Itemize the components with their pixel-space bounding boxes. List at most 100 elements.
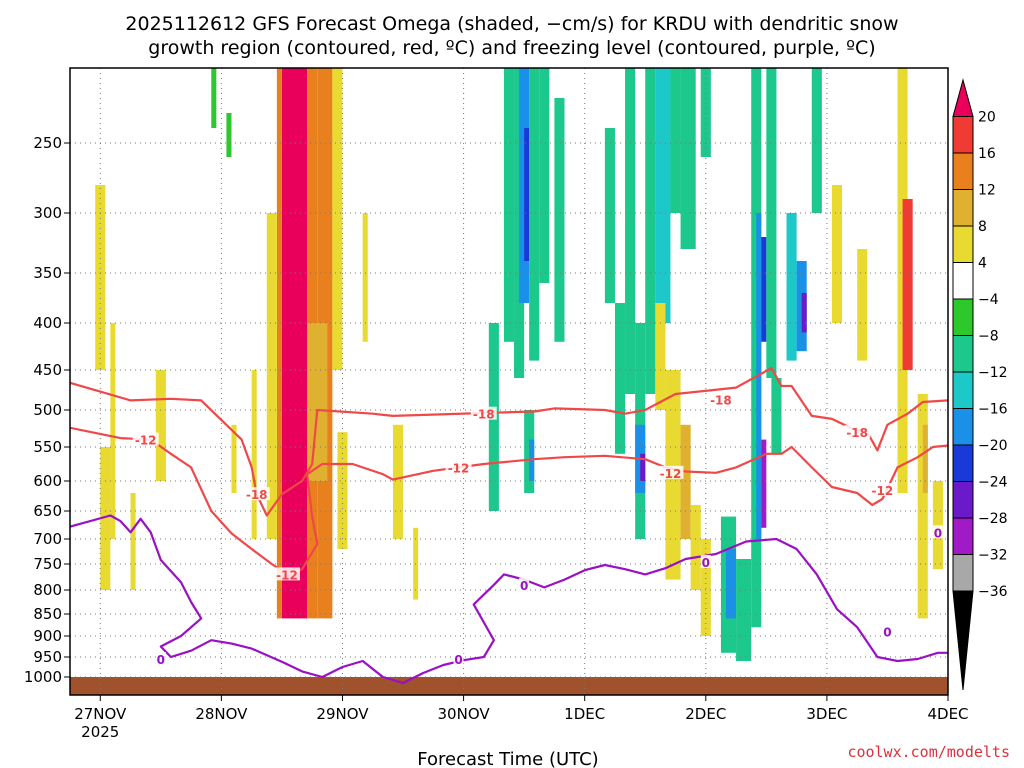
contour-label-bg <box>657 465 684 479</box>
colorbar: 20 16 12 8 4 −4 −8 −12 −16 −20 −24 −28 −32 −36 <box>952 78 1008 691</box>
contour-label: -12 <box>135 434 157 448</box>
omega-cell <box>514 68 525 378</box>
x-tick-label: 4DEC <box>927 705 968 723</box>
contour-label-layer: -18 -18 -18 -18 -12 -12 -12 -12 -12 0 0 0 0 0 0 <box>132 392 943 667</box>
omega-cell <box>266 213 277 539</box>
contour-label: 0 <box>454 653 462 667</box>
colorbar-box <box>952 298 974 336</box>
omega-cell <box>130 493 136 590</box>
colorbar-label: 16 <box>978 146 996 162</box>
omega-cell <box>831 185 843 323</box>
contour-label: 0 <box>520 579 528 593</box>
omega-cell <box>736 559 752 661</box>
y-tick-label: 900 <box>33 627 62 645</box>
colorbar-box <box>952 225 974 263</box>
contour-label: -12 <box>276 568 298 582</box>
y-tick-label: 750 <box>33 555 62 573</box>
colorbar-label: −16 <box>978 402 1008 418</box>
omega-cell <box>655 303 666 410</box>
colorbar-box <box>952 408 974 446</box>
omega-cell <box>902 199 913 370</box>
contour-label-bg <box>844 425 871 439</box>
colorbar-box <box>952 262 974 300</box>
omega-cell <box>761 439 767 528</box>
colorbar-box <box>952 189 974 227</box>
omega-cell <box>932 481 943 570</box>
contour-label-bg <box>707 392 734 406</box>
contour-label-bg <box>155 652 166 665</box>
y-tick-label: 500 <box>33 401 62 419</box>
contour-label: -12 <box>448 461 470 475</box>
colorbar-box <box>952 152 974 190</box>
contour-label-bg <box>132 432 159 446</box>
omega-cell <box>680 424 691 539</box>
colorbar-box <box>952 554 974 592</box>
contour-label-bg <box>869 483 896 496</box>
plot-frame <box>69 67 949 696</box>
y-tick-label: 850 <box>33 605 62 623</box>
y-tick-label: 350 <box>33 264 62 282</box>
contour-label: -18 <box>473 408 495 422</box>
x-tick-label: 29NOV <box>316 705 369 723</box>
y-tick-label: 1000 <box>24 668 62 686</box>
omega-cell <box>625 68 636 394</box>
omega-cell <box>286 68 303 394</box>
omega-cell <box>332 68 343 370</box>
contour-label-bg <box>453 652 464 665</box>
omega-cell <box>529 68 540 361</box>
contour-label-bg <box>882 624 893 638</box>
omega-cell <box>786 213 797 361</box>
omega-cell <box>524 128 530 261</box>
contour-label: -12 <box>872 484 894 498</box>
omega-cell <box>100 447 111 590</box>
ground-surface <box>70 677 948 695</box>
colorbar-label: −32 <box>978 548 1008 564</box>
omega-cell <box>251 370 257 539</box>
contour-label-bg <box>519 577 530 591</box>
omega-cell <box>725 549 737 619</box>
omega-cell <box>771 378 782 454</box>
y-tick-label: 250 <box>33 134 62 152</box>
x-tick-label: 28NOV <box>195 705 248 723</box>
omega-cell <box>700 539 711 636</box>
y-tick-label: 600 <box>33 472 62 490</box>
x-tick-label: 2DEC <box>685 705 726 723</box>
chart-title-line-1: 2025112612 GFS Forecast Omega (shaded, −… <box>125 13 898 35</box>
omega-cell <box>796 261 807 352</box>
y-tick-label: 650 <box>33 502 62 520</box>
omega-cell <box>362 213 368 342</box>
y-tick-label: 300 <box>33 204 62 222</box>
omega-cell <box>645 68 656 394</box>
contour-label: 0 <box>157 653 165 667</box>
omega-cell <box>503 68 515 342</box>
contour-label-bg <box>445 460 472 474</box>
omega-cell <box>307 323 328 481</box>
omega-cell <box>917 394 928 619</box>
colorbar-box <box>952 335 974 373</box>
contour-label-bg <box>470 406 497 420</box>
colorbar-box <box>952 481 974 519</box>
omega-cell <box>801 293 807 333</box>
y-tick-label: 950 <box>33 648 62 666</box>
colorbar-label: −4 <box>978 292 999 308</box>
colorbar-label: −36 <box>978 584 1008 600</box>
omega-cell <box>670 68 681 213</box>
contour-label-bg <box>932 525 943 539</box>
omega-cell <box>811 68 822 213</box>
y-axis: 250 300 350 400 450 500 550 600 650 700 750 800 850 9… <box>24 134 70 686</box>
omega-cell <box>539 68 550 283</box>
omega-cell <box>680 68 696 249</box>
contour-layer <box>70 367 948 685</box>
y-tick-label: 700 <box>33 530 62 548</box>
colorbar-label: 20 <box>978 110 996 126</box>
omega-cell <box>700 68 711 157</box>
omega-cell <box>231 424 237 493</box>
omega-cell <box>604 128 615 303</box>
omega-cell <box>655 68 671 323</box>
omega-cell <box>554 98 565 342</box>
chart-title-line-2: growth region (contoured, red, ºC) and f… <box>148 37 875 59</box>
colorbar-cap-top <box>952 78 974 117</box>
contour-line--12 <box>70 426 948 576</box>
omega-cell <box>155 370 166 481</box>
